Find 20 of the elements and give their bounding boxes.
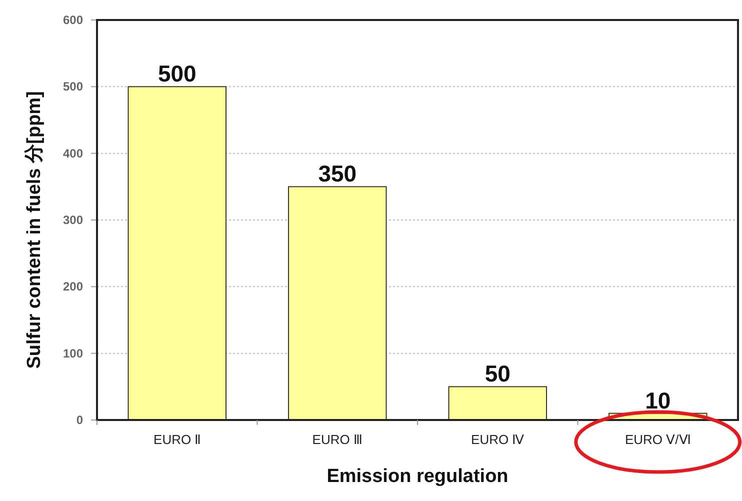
x-tick-label: EURO Ⅱ xyxy=(154,432,201,447)
data-label: 500 xyxy=(158,60,196,87)
bar xyxy=(288,186,387,420)
bar xyxy=(128,86,226,420)
bar xyxy=(448,386,547,420)
y-tick-label: 100 xyxy=(62,346,84,360)
data-label: 50 xyxy=(484,360,510,387)
data-label: 10 xyxy=(645,387,671,414)
y-tick-label: 500 xyxy=(62,80,84,94)
data-label: 350 xyxy=(318,160,357,187)
y-tick-label: 200 xyxy=(62,280,84,294)
x-axis-title: Emission regulation xyxy=(326,466,508,487)
y-axis-title: Sulfur content in fuels 分[ppm] xyxy=(24,91,45,369)
x-tick-label: EURO Ⅳ xyxy=(471,432,524,447)
y-tick-label: 0 xyxy=(76,413,84,427)
y-tick-label: 600 xyxy=(62,13,84,27)
y-tick-label: 300 xyxy=(62,213,84,227)
x-tick-label: EURO Ⅲ xyxy=(312,432,362,447)
y-tick-label: 400 xyxy=(62,146,84,160)
x-tick-label: EURO Ⅴ/Ⅵ xyxy=(624,432,691,447)
